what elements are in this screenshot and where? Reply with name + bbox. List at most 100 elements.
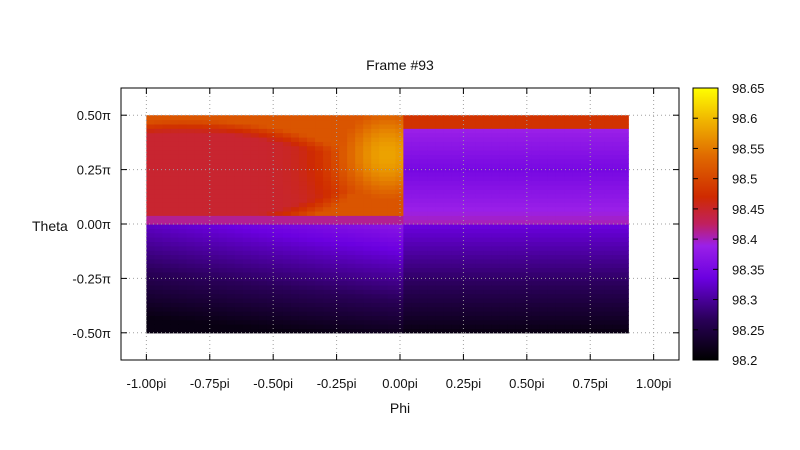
heatmap-cell — [339, 228, 348, 234]
heatmap-cell — [475, 215, 485, 221]
heatmap-cell — [612, 128, 621, 134]
heatmap-cell — [539, 150, 549, 155]
heatmap-cell — [162, 141, 172, 147]
heatmap-cell — [555, 163, 565, 169]
heatmap-cell — [507, 250, 517, 256]
colorbar-tick-label: 98.55 — [732, 141, 765, 156]
heatmap-cell — [355, 193, 364, 199]
heatmap-cell — [427, 219, 437, 225]
heatmap-cell — [298, 228, 308, 234]
heatmap-cell — [572, 254, 581, 260]
heatmap-cell — [194, 163, 204, 169]
heatmap-cell — [547, 315, 557, 321]
heatmap-cell — [371, 154, 380, 160]
heatmap-cell — [290, 171, 300, 177]
heatmap-cell — [515, 254, 525, 260]
heatmap-cell — [242, 280, 252, 286]
heatmap-cell — [596, 115, 605, 121]
heatmap-cell — [258, 254, 268, 260]
heatmap-cell — [170, 245, 180, 251]
heatmap-cell — [298, 324, 308, 330]
heatmap-cell — [564, 167, 573, 173]
heatmap-cell — [387, 176, 396, 182]
heatmap-cell — [499, 128, 509, 134]
heatmap-cell — [315, 276, 324, 282]
heatmap-cell — [419, 289, 429, 295]
heatmap-cell — [411, 119, 421, 125]
heatmap-cell — [250, 180, 260, 186]
heatmap-cell — [443, 219, 453, 225]
heatmap-cell — [580, 176, 589, 182]
heatmap-cell — [298, 271, 308, 277]
heatmap-cell — [403, 128, 413, 134]
heatmap-cell — [403, 328, 413, 334]
heatmap-cell — [507, 180, 517, 186]
heatmap-cell — [555, 206, 565, 212]
heatmap-cell — [186, 132, 196, 138]
heatmap-cell — [242, 215, 252, 221]
heatmap-cell — [186, 210, 196, 216]
heatmap-cell — [154, 293, 164, 299]
heatmap-cell — [572, 176, 581, 182]
heatmap-cell — [347, 263, 356, 269]
heatmap-cell — [580, 276, 589, 282]
heatmap-cell — [307, 171, 316, 177]
heatmap-cell — [451, 141, 461, 147]
heatmap-cell — [515, 237, 525, 243]
heatmap-cell — [491, 189, 501, 195]
heatmap-cell — [282, 311, 292, 316]
heatmap-cell — [170, 150, 180, 155]
heatmap-cell — [604, 180, 613, 186]
heatmap-cell — [620, 241, 629, 247]
heatmap-cell — [604, 202, 613, 208]
heatmap-cell — [170, 119, 180, 125]
heatmap-cell — [282, 141, 292, 147]
heatmap-cell — [154, 123, 164, 129]
heatmap-cell — [564, 128, 573, 134]
heatmap-cell — [531, 150, 541, 155]
heatmap-cell — [604, 176, 613, 182]
heatmap-cell — [178, 206, 188, 212]
heatmap-cell — [146, 250, 155, 256]
heatmap-cell — [395, 158, 404, 164]
heatmap-cell — [580, 258, 589, 264]
heatmap-cell — [475, 210, 485, 216]
heatmap-cell — [588, 328, 597, 334]
heatmap-cell — [547, 180, 557, 186]
heatmap-cell — [218, 311, 228, 316]
heatmap-cell — [531, 263, 541, 269]
heatmap-cell — [435, 228, 445, 234]
heatmap-cell — [379, 254, 388, 260]
heatmap-cell — [282, 328, 292, 334]
heatmap-cell — [282, 180, 292, 186]
heatmap-cell — [258, 232, 268, 238]
heatmap-cell — [162, 293, 172, 299]
heatmap-cell — [371, 293, 380, 299]
heatmap-cell — [258, 315, 268, 321]
heatmap-cell — [371, 197, 380, 203]
heatmap-cell — [419, 158, 429, 164]
heatmap-cell — [588, 263, 597, 269]
heatmap-cell — [170, 263, 180, 269]
heatmap-cell — [298, 224, 308, 229]
heatmap-cell — [596, 232, 605, 238]
heatmap-cell — [596, 311, 605, 316]
heatmap-cell — [547, 193, 557, 199]
heatmap-cell — [499, 315, 509, 321]
heatmap-cell — [186, 197, 196, 203]
heatmap-cell — [443, 115, 453, 121]
heatmap-cell — [411, 302, 421, 308]
heatmap-cell — [226, 150, 236, 155]
heatmap-cell — [298, 297, 308, 303]
heatmap-cell — [523, 293, 533, 299]
heatmap-cell — [499, 145, 509, 151]
heatmap-cell — [234, 284, 244, 290]
colorbar-tick-label: 98.2 — [732, 353, 757, 368]
heatmap-cell — [210, 306, 220, 312]
heatmap-cell — [258, 141, 268, 147]
heatmap-cell — [274, 210, 284, 216]
heatmap-cell — [290, 145, 300, 151]
heatmap-cell — [539, 180, 549, 186]
heatmap-cell — [379, 224, 388, 229]
